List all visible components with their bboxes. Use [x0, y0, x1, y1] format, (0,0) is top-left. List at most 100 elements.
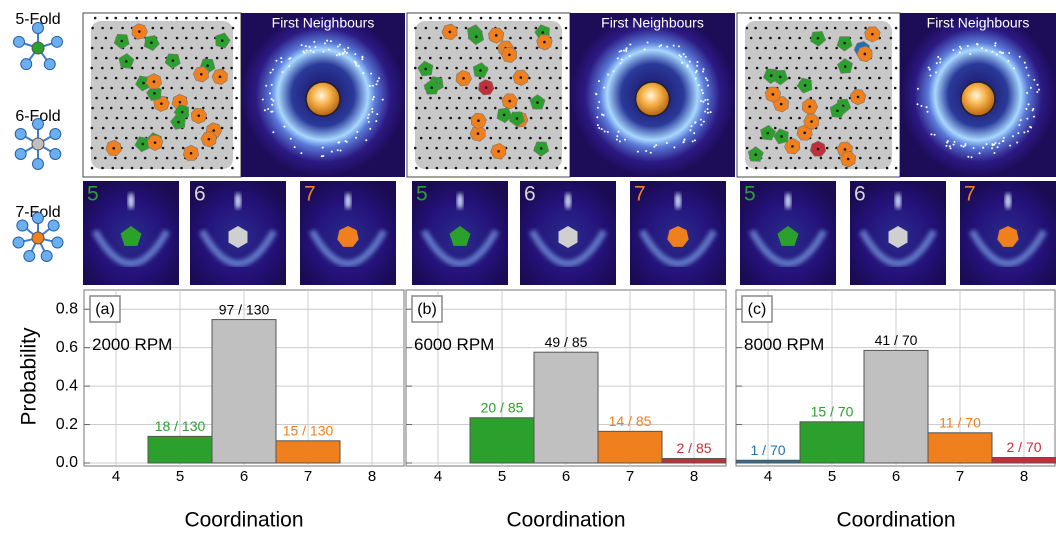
neighbour-point — [283, 126, 285, 128]
neighbour-point — [272, 69, 274, 71]
lattice-dot — [555, 67, 558, 70]
neighbour-point — [1020, 119, 1022, 121]
lattice-dot — [186, 77, 189, 80]
lattice-dot — [549, 57, 552, 60]
lattice-dot — [439, 57, 442, 60]
x-tick-label: 7 — [626, 468, 634, 485]
neighbour-point — [300, 152, 302, 154]
lattice-dot — [145, 57, 148, 60]
lattice-dot — [195, 37, 198, 40]
neighbour-point — [308, 46, 310, 48]
neighbour-point — [373, 96, 375, 98]
lattice-dot — [866, 87, 869, 90]
neighbour-point — [601, 128, 603, 130]
lattice-dot — [785, 127, 788, 130]
lattice-dot — [206, 64, 209, 67]
lattice-dot — [415, 167, 418, 170]
lattice-dot — [895, 47, 898, 50]
lattice-dot — [171, 27, 174, 30]
lattice-dot — [91, 47, 94, 50]
lattice-dot — [460, 57, 463, 60]
lattice-dot — [745, 47, 748, 50]
neighbour-point — [929, 69, 931, 71]
lattice-dot — [745, 107, 748, 110]
neighbour-point — [1027, 130, 1029, 132]
lattice-dot — [855, 147, 858, 150]
neighbour-point — [362, 72, 364, 74]
lattice-dot — [524, 127, 527, 130]
lattice-dot — [90, 67, 93, 70]
lattice-dot — [162, 167, 165, 170]
lattice-dot — [829, 137, 832, 140]
lattice-dot — [131, 87, 134, 90]
icon-node — [15, 149, 26, 160]
neighbour-point — [1033, 79, 1035, 81]
lattice-dot — [162, 147, 165, 150]
lattice-dot — [414, 127, 417, 130]
lattice-dot — [499, 77, 502, 80]
lattice-dot — [499, 97, 502, 100]
pattern-spot — [895, 193, 901, 209]
lattice-dot — [548, 137, 551, 140]
lattice-dot — [769, 57, 772, 60]
neighbour-point — [371, 108, 373, 110]
neighbour-point — [1038, 89, 1040, 91]
lattice-dot — [182, 27, 185, 30]
neighbour-point — [997, 146, 999, 148]
neighbour-point — [653, 146, 655, 148]
lattice-dot — [489, 17, 492, 20]
lattice-dot — [854, 87, 857, 90]
neighbour-point — [927, 111, 929, 113]
neighbour-point — [979, 152, 981, 154]
neighbour-point — [344, 140, 346, 142]
neighbour-point — [707, 84, 709, 86]
lattice-dot — [559, 77, 562, 80]
lattice-dot — [465, 147, 468, 150]
lattice-dot — [516, 87, 519, 90]
pattern-number: 6 — [524, 183, 536, 206]
lattice-dot — [192, 87, 195, 90]
lattice-dot — [529, 157, 532, 160]
value-label: 2 / 70 — [1006, 439, 1041, 455]
neighbour-point — [598, 101, 600, 103]
lattice-dot — [134, 77, 137, 80]
bar — [212, 320, 276, 463]
lattice-dot — [884, 47, 887, 50]
neighbour-point — [928, 67, 930, 69]
lattice-dot — [775, 67, 778, 70]
lattice-dot — [559, 57, 562, 60]
lattice-dot — [754, 153, 757, 156]
lattice-dot — [455, 167, 458, 170]
lattice-dot — [768, 157, 771, 160]
neighbour-point — [340, 149, 342, 151]
neighbour-point — [267, 108, 269, 110]
lattice-dot — [485, 27, 488, 30]
lattice-dot — [565, 67, 568, 70]
lattice-dot — [530, 117, 533, 120]
lattice-dot — [509, 17, 512, 20]
lattice-dot — [565, 87, 568, 90]
lattice-dot — [849, 57, 852, 60]
lattice-dot — [430, 86, 433, 89]
lattice-dot — [94, 157, 97, 160]
pattern-spot — [565, 193, 571, 209]
lattice-dot — [455, 147, 458, 150]
x-tick-label: 4 — [112, 468, 120, 485]
lattice-dot — [230, 67, 233, 70]
neighbour-point — [336, 54, 338, 56]
lattice-dot — [825, 167, 828, 170]
neighbour-point — [271, 84, 273, 86]
lattice-dot — [805, 47, 808, 50]
lattice-dot — [798, 77, 801, 80]
neighbour-point — [937, 56, 939, 58]
neighbour-point — [604, 130, 606, 132]
neighbour-point — [959, 51, 961, 53]
lattice-dot — [446, 107, 449, 110]
neighbour-point — [950, 147, 952, 149]
lattice-dot — [465, 87, 468, 90]
lattice-dot — [458, 97, 461, 100]
lattice-dot — [559, 117, 562, 120]
lattice-dot — [230, 127, 233, 130]
neighbour-point — [916, 103, 918, 105]
neighbour-point — [355, 64, 357, 66]
